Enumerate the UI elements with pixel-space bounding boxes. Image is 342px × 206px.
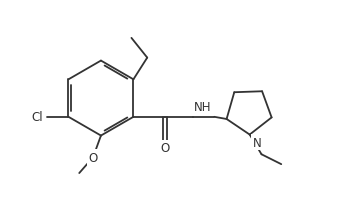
- Text: NH: NH: [194, 100, 211, 113]
- Text: O: O: [89, 151, 98, 164]
- Text: N: N: [253, 136, 261, 149]
- Text: O: O: [160, 142, 170, 155]
- Text: Cl: Cl: [31, 111, 43, 124]
